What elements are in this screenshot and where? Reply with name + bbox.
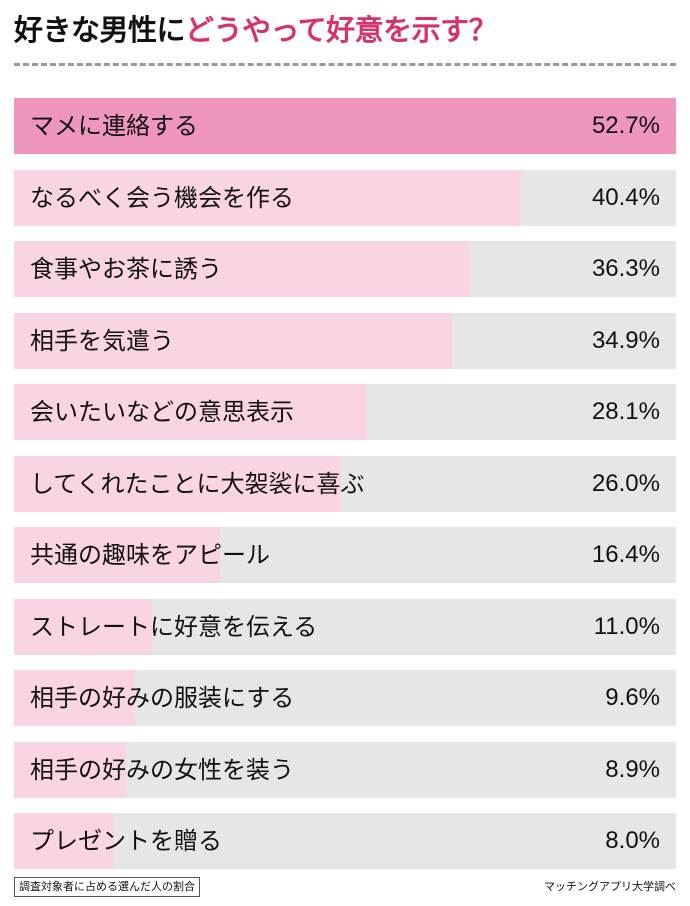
- bar-row: 会いたいなどの意思表示 28.1%: [14, 384, 676, 440]
- category-label: プレゼントを贈る: [30, 827, 222, 855]
- category-label: 相手の好みの女性を装う: [30, 756, 294, 784]
- value-label: 52.7%: [591, 112, 660, 139]
- bar-row: 共通の趣味をアピール 16.4%: [14, 527, 676, 583]
- bar: [14, 742, 126, 798]
- category-label: 共通の趣味をアピール: [30, 541, 270, 569]
- bar-row: なるべく会う機会を作る 40.4%: [14, 170, 676, 226]
- value-label: 8.0%: [605, 827, 660, 854]
- value-label: 40.4%: [591, 184, 660, 211]
- bar: [14, 527, 220, 583]
- bar-row: 相手を気遣う 34.9%: [14, 313, 676, 369]
- bar: [14, 241, 470, 297]
- bar: [14, 384, 367, 440]
- category-label: マメに連絡する: [30, 112, 198, 140]
- value-label: 9.6%: [605, 684, 660, 711]
- bar: [14, 313, 453, 369]
- source-credit: マッチングアプリ大学調べ: [544, 880, 676, 893]
- bar: [14, 456, 341, 512]
- value-label: 34.9%: [591, 327, 660, 354]
- bar-row: 食事やお茶に誘う 36.3%: [14, 241, 676, 297]
- chart-title: 好きな男性にどうやって好意を示す？: [14, 10, 498, 50]
- bar: [14, 98, 676, 154]
- bar: [14, 170, 522, 226]
- bar-row: 相手の好みの服装にする 9.6%: [14, 670, 676, 726]
- value-label: 36.3%: [591, 255, 660, 282]
- bar-row: プレゼントを贈る 8.0%: [14, 813, 676, 869]
- bar: [14, 599, 153, 655]
- value-label: 26.0%: [591, 470, 660, 497]
- bar-row: マメに連絡する 52.7%: [14, 98, 676, 154]
- category-label: してくれたことに大袈裟に喜ぶ: [30, 470, 365, 498]
- value-label: 28.1%: [591, 398, 660, 425]
- category-label: 相手の好みの服装にする: [30, 684, 295, 712]
- footnote: 調査対象者に占める選んだ人の割合: [14, 877, 200, 897]
- bar-row: してくれたことに大袈裟に喜ぶ 26.0%: [14, 456, 676, 512]
- bar-row: 相手の好みの女性を装う 8.9%: [14, 742, 676, 798]
- value-label: 8.9%: [605, 756, 660, 783]
- category-label: なるべく会う機会を作る: [30, 184, 294, 212]
- category-label: 相手を気遣う: [30, 327, 174, 355]
- bar: [14, 813, 115, 869]
- value-label: 11.0%: [593, 613, 660, 640]
- value-label: 16.4%: [591, 541, 660, 568]
- title-main: 好きな男性に: [14, 13, 186, 47]
- bar-row: ストレートに好意を伝える 11.0%: [14, 599, 676, 655]
- title-divider: [14, 63, 676, 66]
- category-label: 会いたいなどの意思表示: [30, 398, 294, 426]
- category-label: 食事やお茶に誘う: [30, 255, 222, 283]
- title-accent: どうやって好意を示す？: [185, 13, 498, 47]
- bar: [14, 670, 135, 726]
- category-label: ストレートに好意を伝える: [30, 613, 318, 641]
